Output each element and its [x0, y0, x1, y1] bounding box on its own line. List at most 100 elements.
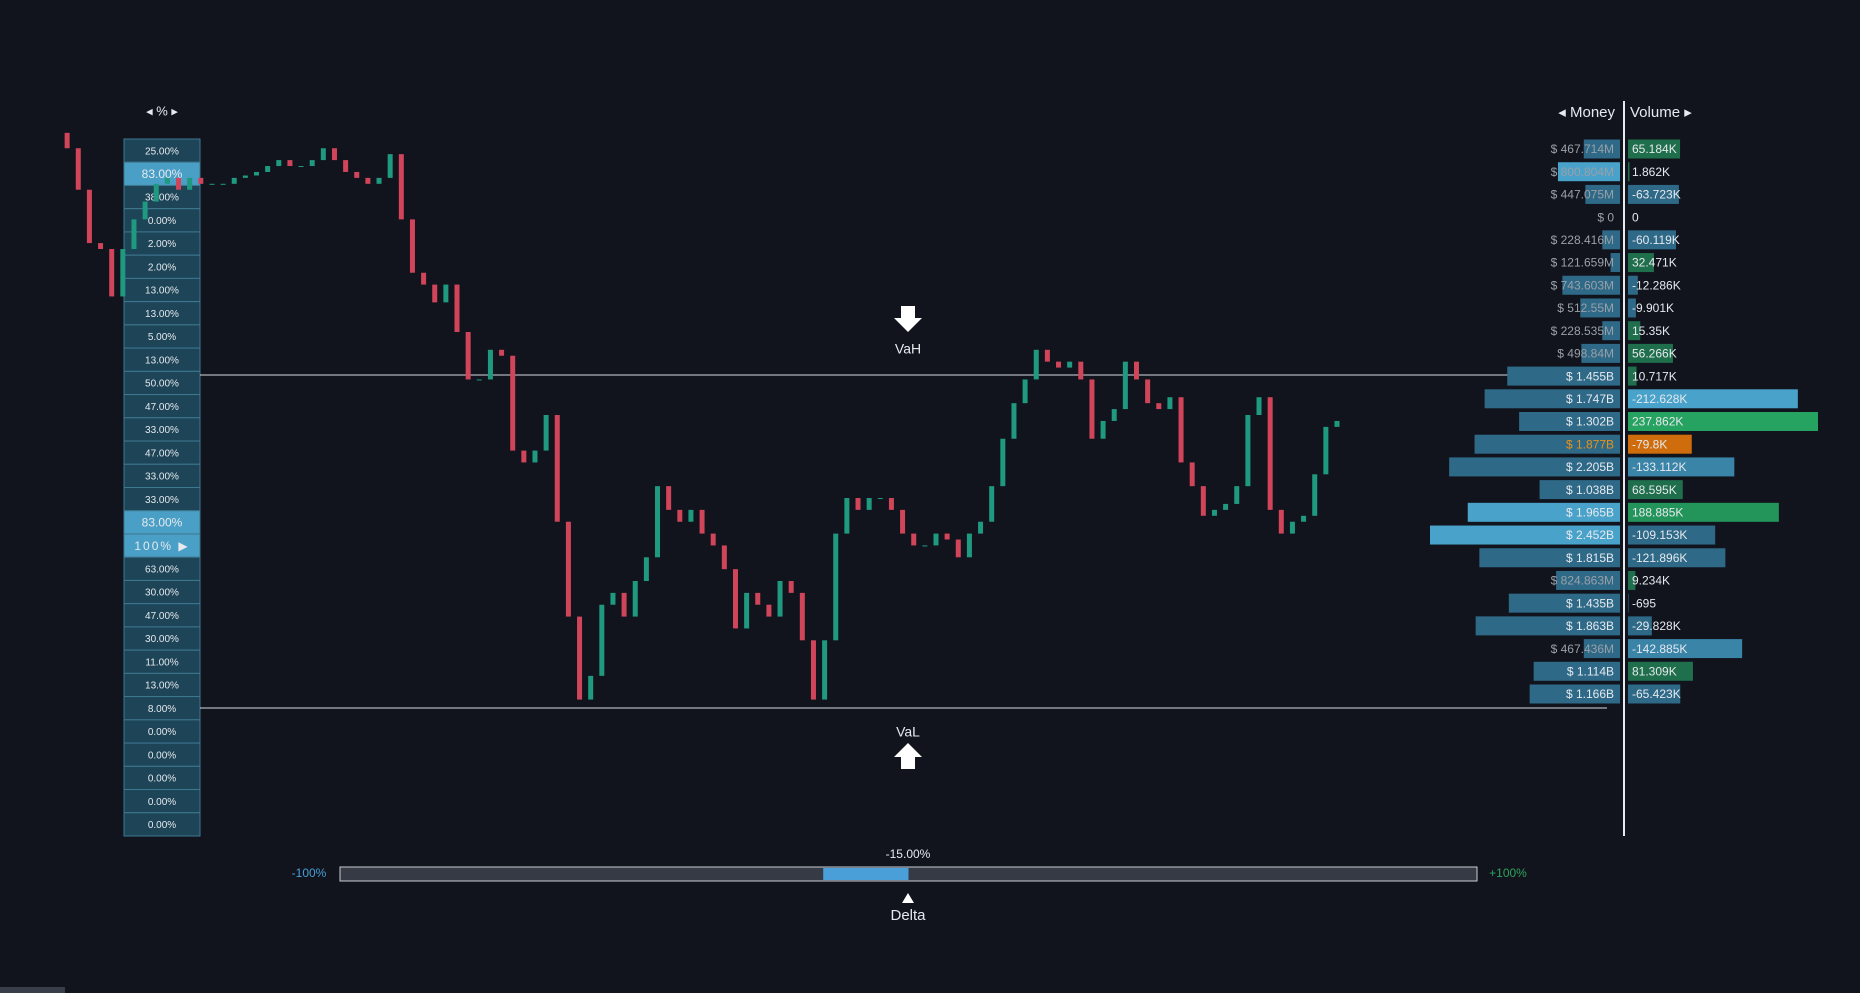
volume-bar — [1628, 230, 1677, 250]
percent-label: 0.00% — [148, 727, 176, 738]
candle — [64, 132, 70, 149]
candle — [1067, 361, 1073, 368]
volume-label: 32.471K — [1632, 256, 1677, 270]
percent-label: 13.00% — [145, 309, 179, 320]
candle — [565, 521, 571, 617]
percent-label: 33.00% — [145, 472, 179, 483]
percent-label: 100% ▶ — [134, 539, 189, 553]
money-bar — [1580, 298, 1620, 318]
volume-bar — [1628, 502, 1779, 522]
candle — [209, 183, 215, 185]
percent-label: 83.00% — [142, 167, 183, 181]
candle — [732, 569, 738, 629]
candle — [409, 219, 415, 273]
delta-title: Delta — [890, 907, 926, 924]
candle — [1011, 403, 1017, 439]
percent-label: 0.00% — [148, 797, 176, 808]
candle — [1078, 361, 1084, 380]
candle — [421, 272, 427, 285]
candle — [900, 509, 906, 534]
money-bar — [1557, 162, 1620, 182]
percent-label: 13.00% — [145, 286, 179, 297]
money-label: $ 228.416M — [1551, 233, 1614, 247]
candle — [242, 175, 248, 178]
candle — [532, 450, 538, 463]
delta-min: -100% — [292, 866, 327, 880]
volume-bar — [1628, 412, 1818, 431]
volume-label: -12.286K — [1632, 278, 1681, 292]
money-bar — [1610, 253, 1620, 273]
candle — [231, 177, 237, 184]
candle — [265, 166, 271, 172]
volume-label: 68.595K — [1632, 483, 1677, 497]
money-bar — [1602, 230, 1620, 250]
money-label: $ 1.455B — [1566, 369, 1614, 383]
volume-bar — [1628, 525, 1716, 545]
money-bar — [1449, 457, 1620, 477]
money-label: $ 498.84M — [1557, 347, 1614, 361]
candle — [220, 183, 226, 185]
money-label: $ 228.535M — [1551, 324, 1614, 338]
volume-label: -63.723K — [1632, 188, 1681, 202]
percent-label: 83.00% — [142, 516, 183, 530]
volume-bar — [1628, 184, 1679, 204]
candle — [1089, 379, 1095, 439]
candle — [276, 160, 282, 167]
candle — [755, 592, 761, 605]
candle — [543, 415, 549, 451]
percent-label: 50.00% — [145, 379, 179, 390]
candle — [1189, 462, 1195, 487]
money-bar — [1539, 480, 1620, 500]
volume-bar — [1628, 434, 1692, 454]
candle — [944, 533, 950, 540]
money-label: $ 1.747B — [1566, 392, 1614, 406]
candle — [343, 160, 349, 172]
candle — [877, 498, 883, 500]
percent-label: 8.00% — [148, 704, 176, 715]
money-label: $ 1.435B — [1566, 596, 1614, 610]
candle — [1223, 503, 1229, 510]
candle — [1111, 409, 1117, 421]
volume-label: 9.234K — [1632, 574, 1670, 588]
candle — [198, 177, 204, 184]
candle — [109, 249, 115, 297]
volume-label: -9.901K — [1632, 301, 1674, 315]
candle — [309, 160, 315, 167]
candle — [655, 486, 661, 558]
candle — [888, 498, 894, 510]
percent-header[interactable]: ◂ % ▸ — [146, 103, 178, 118]
volume-label: 56.266K — [1632, 347, 1677, 361]
percent-label: 47.00% — [145, 448, 179, 459]
profile: $ 467.714M 65.184K $ 800.804M 1.862K $ 447.0… — [1430, 139, 1818, 704]
money-header[interactable]: ◂ Money — [1558, 104, 1615, 121]
levels: VaH VaL — [200, 306, 1607, 769]
candle — [1100, 420, 1106, 439]
candle — [1234, 486, 1240, 504]
volume-label: 10.717K — [1632, 369, 1677, 383]
volume-header[interactable]: Volume ▸ — [1630, 104, 1692, 121]
percent-label: 13.00% — [145, 355, 179, 366]
candle — [1334, 420, 1340, 427]
money-bar — [1519, 412, 1620, 431]
volume-label: -65.423K — [1632, 687, 1681, 701]
volume-label: 0 — [1632, 210, 1639, 224]
candle — [1200, 486, 1206, 516]
candle — [86, 189, 92, 244]
candle — [1033, 349, 1039, 380]
candle — [710, 533, 716, 546]
money-bar — [1533, 661, 1620, 681]
volume-bar — [1628, 343, 1673, 363]
candle — [822, 640, 828, 700]
percent-label: 2.00% — [148, 239, 176, 250]
money-label: $ 1.877B — [1566, 437, 1614, 451]
candle — [632, 581, 638, 617]
candle — [1211, 509, 1217, 516]
percent-label: 0.00% — [148, 820, 176, 831]
candle — [465, 332, 471, 380]
candle — [1133, 361, 1139, 380]
volume-bar — [1628, 570, 1636, 590]
money-bar — [1430, 525, 1620, 545]
scroll-handle[interactable] — [0, 987, 65, 993]
candle — [799, 592, 805, 641]
money-label: $ 1.965B — [1566, 506, 1614, 520]
